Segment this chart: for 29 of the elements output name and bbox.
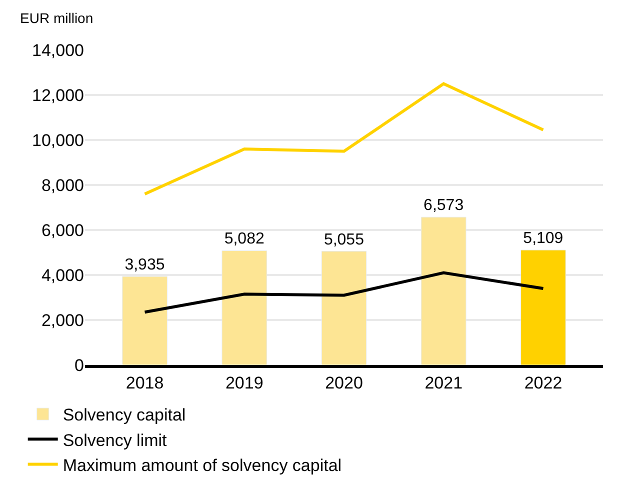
y-tick-label: 14,000 <box>32 40 84 60</box>
data-label: 6,573 <box>424 197 464 214</box>
y-tick-label: 6,000 <box>41 220 84 240</box>
x-tick-label: 2019 <box>225 373 264 392</box>
legend-label: Solvency capital <box>62 406 186 425</box>
y-tick-label: 2,000 <box>41 310 84 330</box>
data-label: 5,055 <box>324 231 364 248</box>
x-tick-label: 2021 <box>424 373 463 392</box>
x-tick-label: 2022 <box>524 373 562 392</box>
y-tick-label: 10,000 <box>32 130 84 150</box>
data-label: 5,082 <box>224 230 264 248</box>
bar <box>520 250 566 365</box>
y-tick-label: 8,000 <box>41 176 84 195</box>
y-tick-label: 0 <box>74 356 84 375</box>
data-label: 3,935 <box>124 256 165 274</box>
line-series <box>143 271 545 314</box>
bar <box>420 216 466 365</box>
legend-label: Solvency limit <box>62 430 168 450</box>
data-label: 5,109 <box>523 230 564 248</box>
line-series <box>143 82 545 196</box>
y-tick-label: 12,000 <box>32 86 84 105</box>
bar <box>122 276 168 365</box>
y-tick-label: 4,000 <box>41 266 84 285</box>
legend-label: Maximum amount of solvency capital <box>62 456 342 475</box>
bar <box>321 251 367 365</box>
bar <box>222 250 268 365</box>
x-tick-label: 2018 <box>126 373 164 392</box>
x-tick-label: 2020 <box>325 373 363 392</box>
y-axis-title: EUR million <box>20 10 94 26</box>
